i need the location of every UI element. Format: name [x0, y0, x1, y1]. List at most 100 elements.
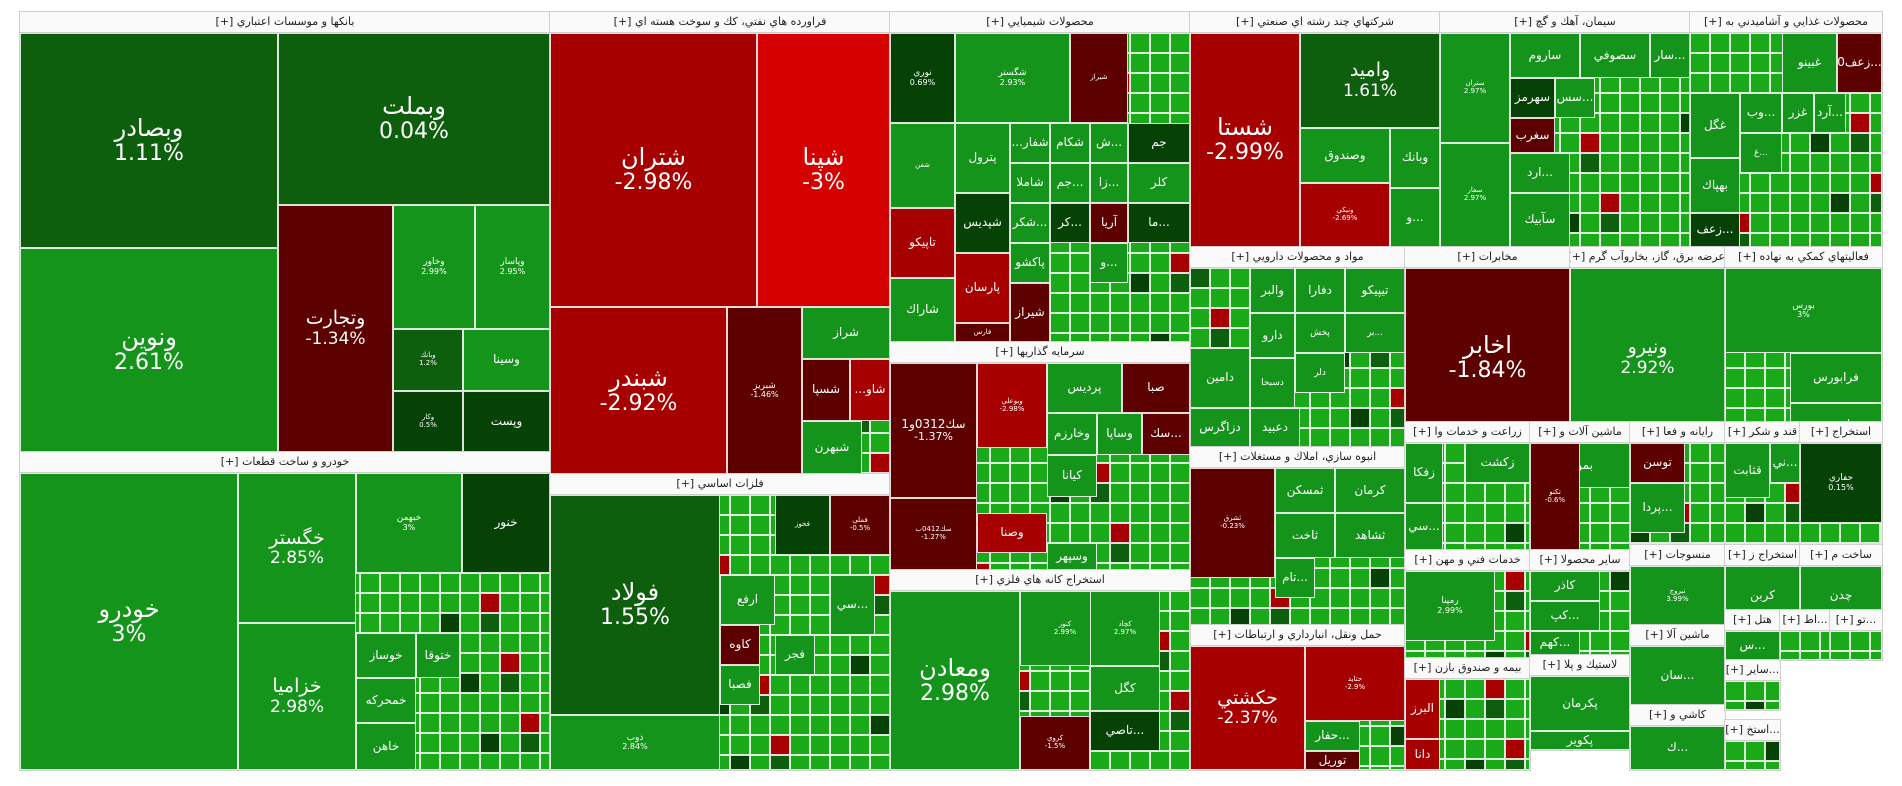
stock-tile[interactable]: ونيكي -2.69% — [1300, 183, 1390, 247]
stock-tile[interactable]: پكرمان — [1530, 676, 1630, 731]
minor-tile[interactable] — [1725, 741, 1745, 761]
minor-tile[interactable] — [1850, 651, 1870, 660]
minor-tile[interactable] — [1405, 651, 1425, 658]
stock-tile[interactable]: آريا — [1090, 203, 1128, 243]
minor-tile[interactable] — [1350, 388, 1370, 408]
minor-tile[interactable] — [1850, 133, 1870, 153]
stock-tile[interactable]: كاذر — [1530, 571, 1600, 601]
minor-tile[interactable] — [460, 613, 480, 633]
minor-tile[interactable] — [1870, 651, 1882, 660]
minor-tile[interactable] — [1110, 483, 1130, 503]
stock-tile[interactable]: خگستر 2.85% — [238, 473, 356, 623]
minor-tile[interactable] — [1170, 483, 1190, 503]
stock-tile[interactable]: ...زا — [1090, 163, 1128, 203]
stock-tile[interactable]: خودرو 3% — [20, 473, 238, 770]
minor-tile[interactable] — [850, 635, 870, 655]
sector-title[interactable]: خودرو و ساخت قطعات [+] — [20, 452, 550, 473]
stock-tile[interactable]: فرابورس — [1790, 353, 1882, 403]
minor-tile[interactable] — [1130, 483, 1150, 503]
minor-tile[interactable] — [500, 593, 520, 613]
stock-tile[interactable]: ارفع — [720, 575, 775, 625]
minor-tile[interactable] — [1620, 133, 1640, 153]
stock-tile[interactable]: صبا — [1122, 363, 1190, 413]
minor-tile[interactable] — [1750, 213, 1770, 233]
minor-tile[interactable] — [1485, 739, 1505, 759]
minor-tile[interactable] — [1810, 173, 1830, 193]
minor-tile[interactable] — [1690, 463, 1710, 483]
minor-tile[interactable] — [790, 575, 810, 595]
minor-tile[interactable] — [1850, 153, 1870, 173]
minor-tile[interactable] — [1620, 173, 1640, 193]
minor-tile[interactable] — [1725, 761, 1745, 770]
minor-tile[interactable] — [1710, 503, 1725, 523]
minor-tile[interactable] — [480, 693, 500, 713]
stock-tile[interactable]: توريل — [1305, 751, 1360, 770]
minor-tile[interactable] — [1130, 543, 1150, 563]
minor-tile[interactable] — [520, 633, 540, 653]
minor-tile[interactable] — [870, 675, 890, 695]
minor-tile[interactable] — [1870, 113, 1882, 133]
minor-tile[interactable] — [1130, 253, 1150, 273]
minor-tile[interactable] — [360, 593, 380, 613]
stock-tile[interactable]: شتران -2.98% — [550, 33, 757, 307]
minor-tile[interactable] — [1445, 463, 1465, 483]
minor-tile[interactable] — [1390, 408, 1405, 428]
minor-tile[interactable] — [1130, 333, 1150, 342]
sector-title[interactable]: فلزات اساسي [+] — [550, 474, 890, 495]
stock-tile[interactable]: كروي -1.5% — [1020, 716, 1090, 770]
sector-title[interactable]: ...ساير [+] — [1725, 660, 1780, 681]
minor-tile[interactable] — [1680, 213, 1690, 233]
stock-tile[interactable]: سك0312و1 -1.37% — [890, 363, 977, 498]
stock-tile[interactable]: وسينا — [463, 329, 550, 391]
minor-tile[interactable] — [1150, 273, 1170, 293]
stock-tile[interactable]: غگل — [1690, 93, 1740, 158]
minor-tile[interactable] — [1230, 268, 1250, 288]
minor-tile[interactable] — [1505, 543, 1525, 550]
stock-tile[interactable]: سهرمز — [1510, 78, 1555, 118]
minor-tile[interactable] — [1390, 726, 1405, 746]
minor-tile[interactable] — [1680, 153, 1690, 173]
minor-tile[interactable] — [1745, 701, 1765, 710]
stock-tile[interactable]: پاكشو — [1010, 243, 1050, 283]
minor-tile[interactable] — [1505, 591, 1525, 611]
stock-tile[interactable]: ...ني — [1770, 443, 1800, 483]
minor-tile[interactable] — [400, 613, 420, 633]
minor-tile[interactable] — [1745, 741, 1765, 761]
minor-tile[interactable] — [520, 753, 540, 770]
minor-tile[interactable] — [460, 653, 480, 673]
stock-tile[interactable]: ...كپ — [1530, 601, 1600, 631]
minor-tile[interactable] — [520, 693, 540, 713]
stock-tile[interactable]: وامید 1.61% — [1300, 33, 1440, 128]
minor-tile[interactable] — [1050, 293, 1070, 313]
minor-tile[interactable] — [1030, 691, 1050, 711]
minor-tile[interactable] — [420, 573, 440, 593]
minor-tile[interactable] — [1640, 93, 1660, 113]
stock-tile[interactable]: تكنو -0.6% — [1530, 443, 1580, 550]
minor-tile[interactable] — [1750, 173, 1770, 193]
minor-tile[interactable] — [1445, 679, 1465, 699]
minor-tile[interactable] — [1150, 253, 1170, 273]
minor-tile[interactable] — [1600, 153, 1620, 173]
minor-tile[interactable] — [1505, 719, 1525, 739]
minor-tile[interactable] — [1765, 701, 1780, 710]
stock-tile[interactable]: والبر — [1250, 268, 1295, 313]
minor-tile[interactable] — [1505, 571, 1525, 591]
minor-tile[interactable] — [1170, 333, 1190, 342]
sector-title[interactable]: بيمه و صندوق بازن [+] — [1405, 658, 1530, 679]
minor-tile[interactable] — [870, 755, 890, 770]
minor-tile[interactable] — [1390, 568, 1405, 588]
minor-tile[interactable] — [1710, 463, 1725, 483]
minor-tile[interactable] — [500, 613, 520, 633]
stock-tile[interactable]: رمپنا 2.99% — [1405, 571, 1495, 641]
minor-tile[interactable] — [1010, 483, 1030, 503]
minor-tile[interactable] — [1600, 113, 1620, 133]
stock-tile[interactable]: شبندر -2.92% — [550, 307, 727, 474]
minor-tile[interactable] — [1560, 133, 1580, 153]
minor-tile[interactable] — [830, 715, 850, 735]
stock-tile[interactable]: اخابر -1.84% — [1405, 268, 1570, 447]
minor-tile[interactable] — [1170, 543, 1190, 563]
stock-tile[interactable]: وخاور 2.99% — [393, 205, 475, 329]
minor-tile[interactable] — [1390, 746, 1405, 766]
minor-tile[interactable] — [1070, 333, 1090, 342]
sector-title[interactable]: فعاليتهاي كمكي به نهاده [+] — [1725, 247, 1882, 268]
